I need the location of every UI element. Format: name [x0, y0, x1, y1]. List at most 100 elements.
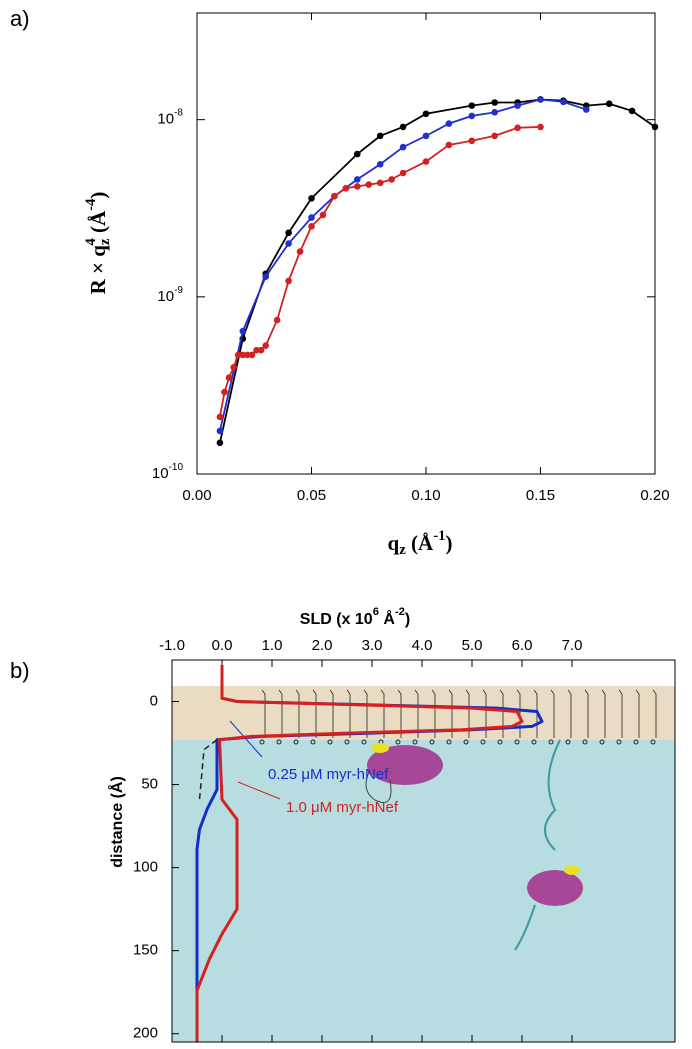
- data-point: [308, 214, 315, 221]
- x-tick-label: 0.15: [526, 487, 555, 504]
- data-point: [468, 137, 476, 145]
- lipid-tail: [363, 689, 368, 738]
- x-axis-label: qz (Å-1): [388, 528, 453, 558]
- data-point: [331, 192, 338, 200]
- series-annotation: 0.25 μM myr-hNef: [268, 766, 389, 783]
- x-tick-label: 0.10: [411, 487, 440, 504]
- data-point: [399, 123, 407, 131]
- lipid-tail: [516, 689, 521, 738]
- lipid-head: [361, 739, 367, 745]
- lipid-head: [446, 739, 452, 745]
- label-part: -1: [433, 528, 445, 544]
- lipid-head: [565, 739, 571, 745]
- lipid-head: [412, 739, 418, 745]
- lipid-head: [480, 739, 486, 745]
- fit-line: [219, 98, 656, 443]
- data-point: [605, 100, 613, 108]
- x-tick-label: 4.0: [412, 637, 433, 654]
- data-point: [365, 181, 373, 188]
- lipid-tail: [584, 689, 589, 738]
- x-tick-label: 5.0: [462, 637, 483, 654]
- data-point: [468, 102, 476, 109]
- label-part: ): [405, 611, 410, 628]
- x-tick-label: 6.0: [512, 637, 533, 654]
- lipid-tail: [618, 689, 623, 738]
- lipid-tail: [329, 689, 334, 738]
- lipid-head: [599, 739, 605, 745]
- data-point: [376, 160, 384, 168]
- sld-profile: [198, 739, 218, 800]
- lipid-head: [463, 739, 469, 745]
- data-point: [230, 364, 237, 371]
- data-point: [216, 439, 224, 447]
- data-point: [514, 102, 521, 109]
- data-point: [257, 346, 265, 354]
- protein-2-loop: [514, 739, 561, 951]
- lipid-head: [582, 739, 588, 745]
- data-point: [514, 124, 521, 132]
- lipid-tail: [278, 689, 283, 738]
- data-point: [308, 194, 315, 202]
- sld-profile: [195, 664, 524, 1042]
- data-point: [537, 96, 544, 103]
- y-tick-label: 150: [133, 942, 158, 959]
- data-point: [225, 374, 233, 381]
- plot-frame: [171, 659, 676, 1043]
- y-tick-label: 50: [141, 776, 158, 793]
- label-part: (Å: [406, 531, 434, 555]
- lipid-head: [429, 739, 435, 745]
- data-point: [376, 179, 384, 187]
- lipid-tail: [601, 689, 606, 738]
- lipid-head: [531, 739, 537, 745]
- label-part: (Å: [86, 210, 110, 238]
- data-point: [319, 211, 327, 219]
- y-tick-label: 10-8: [157, 107, 183, 127]
- lipid-head: [276, 739, 282, 745]
- lipid-head: [293, 739, 299, 745]
- data-point: [399, 143, 407, 151]
- lipid-tail: [380, 689, 385, 738]
- protein-2-strand: [564, 865, 580, 875]
- y-tick-base: 10: [152, 465, 169, 482]
- data-point: [262, 342, 270, 349]
- data-point: [248, 351, 256, 359]
- data-point: [285, 240, 292, 247]
- data-point: [262, 273, 270, 280]
- data-point: [216, 413, 224, 421]
- lipid-head: [514, 739, 520, 745]
- data-point: [399, 169, 407, 177]
- lipid-head: [616, 739, 622, 745]
- water-region: [172, 740, 675, 1042]
- x-tick-label: 0.00: [182, 487, 211, 504]
- data-point: [273, 316, 281, 324]
- label-part: ): [86, 192, 110, 199]
- y-tick-exponent: -10: [169, 462, 184, 473]
- data-point: [342, 184, 350, 192]
- label-part: ): [445, 531, 452, 555]
- data-point: [296, 248, 304, 255]
- lipid-head: [310, 739, 316, 745]
- lipid-head: [327, 739, 333, 745]
- label-part: R × q: [86, 245, 110, 295]
- lipid-tail: [346, 689, 351, 738]
- label-part: 4: [83, 238, 99, 246]
- x-tick-label: 0.05: [297, 487, 326, 504]
- lipid-tail: [652, 689, 657, 738]
- y-tick-base: 10: [157, 111, 174, 128]
- protein-2: [527, 870, 583, 906]
- data-point: [216, 427, 224, 435]
- y-axis-label: distance (Å): [107, 776, 126, 868]
- x-tick-label: -1.0: [159, 637, 185, 654]
- y-axis-label: R × qz4 (Å-4): [83, 192, 113, 295]
- protein-1-loop: [365, 769, 392, 803]
- data-point: [422, 158, 430, 165]
- data-point: [234, 351, 242, 359]
- data-point: [537, 123, 544, 131]
- data-point: [491, 132, 499, 140]
- data-point: [422, 110, 430, 118]
- data-point: [651, 123, 659, 131]
- data-point: [253, 346, 260, 354]
- lipid-tail: [499, 689, 504, 738]
- data-point: [422, 132, 430, 140]
- x-axis-label: SLD (x 106 Å-2): [300, 606, 410, 628]
